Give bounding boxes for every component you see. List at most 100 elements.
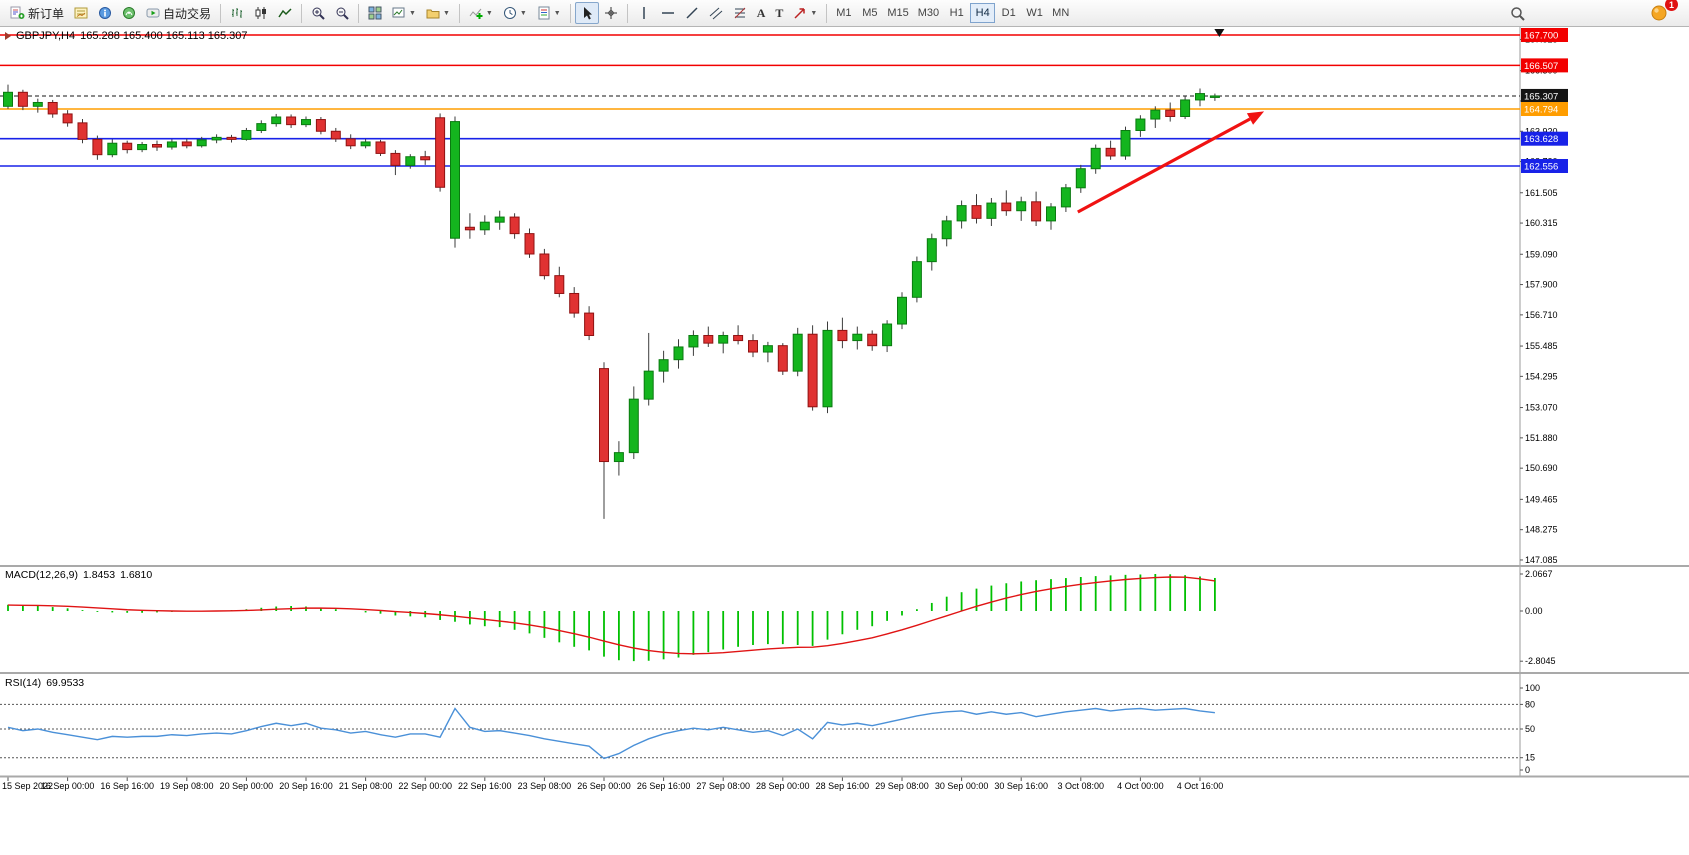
time-axis-label: 29 Sep 08:00 (875, 781, 929, 791)
time-axis-label: 22 Sep 00:00 (398, 781, 452, 791)
navigator-icon (122, 6, 136, 20)
toolbar-separator (626, 3, 628, 23)
data-window-button[interactable] (93, 2, 117, 24)
trendline-tool-button[interactable] (680, 2, 704, 24)
line-chart-icon (278, 6, 292, 20)
tile-windows-button[interactable] (363, 2, 387, 24)
text-label-tool-button[interactable]: T (770, 2, 788, 24)
candle-bullish (1195, 93, 1205, 101)
crosshair-tool-button[interactable] (599, 2, 623, 24)
timeframe-m5-button[interactable]: M5 (857, 3, 882, 23)
timeframe-h4-button[interactable]: H4 (970, 3, 996, 23)
periods-button[interactable]: ▼ (498, 2, 532, 24)
candle-bearish (464, 226, 475, 231)
zoom-out-icon (335, 6, 349, 20)
chart-profiles-button[interactable]: ▼ (421, 2, 455, 24)
notifications-button[interactable]: 1 (1646, 0, 1678, 24)
candle-bearish (807, 333, 818, 408)
indicators-icon (469, 6, 483, 20)
candle-bullish (241, 129, 252, 140)
timeframe-m1-button[interactable]: M1 (831, 3, 856, 23)
cursor-tool-button[interactable] (574, 2, 599, 24)
timeframe-w1-button[interactable]: W1 (1022, 3, 1047, 23)
indicators-button[interactable]: ▼ (464, 2, 498, 24)
fibonacci-tool-button[interactable] (728, 2, 752, 24)
candle-bearish (509, 216, 520, 235)
equidistant-channel-tool-button[interactable] (704, 2, 728, 24)
notification-icon (1651, 5, 1667, 21)
time-axis-label: 16 Sep 00:00 (41, 781, 95, 791)
macd-name: MACD(12,26,9) (5, 569, 78, 581)
search-button[interactable] (1505, 2, 1530, 24)
candlestick-chart-button[interactable] (249, 2, 273, 24)
templates-button[interactable]: ▼ (532, 2, 566, 24)
vertical-line-tool-button[interactable] (632, 2, 656, 24)
time-axis-label: 23 Sep 08:00 (518, 781, 572, 791)
price-badge: 167.700 (1521, 28, 1568, 43)
horizontal-line-tool-button[interactable] (656, 2, 680, 24)
candle-bullish (658, 359, 669, 372)
toolbar-separator (458, 3, 460, 23)
candle-bullish (107, 142, 118, 156)
toolbar-right-group: 1 (1505, 0, 1684, 24)
time-axis-label: 21 Sep 08:00 (339, 781, 393, 791)
text-tool-button[interactable]: A (752, 2, 771, 24)
candle-bearish (122, 142, 133, 151)
price-axis-label: 156.710 (1525, 310, 1558, 320)
candle-bearish (286, 116, 297, 126)
macd-signal-value: 1.6810 (120, 569, 153, 581)
candle-bullish (479, 221, 490, 231)
bars-chart-button[interactable] (225, 2, 249, 24)
price-axis-label: 148.275 (1525, 525, 1558, 535)
templates-icon (537, 6, 551, 20)
candle-bearish (345, 138, 356, 147)
text-tool-icon: A (756, 5, 766, 20)
timeframe-group: M1 M5 M15 M30 H1 H4 D1 W1 MN (831, 3, 1073, 23)
time-axis-label: 15 Sep 2022 (2, 781, 53, 791)
zoom-out-button[interactable] (330, 2, 354, 24)
price-badge: 166.507 (1521, 58, 1568, 73)
candle-bullish (166, 141, 177, 148)
candle-bearish (524, 233, 535, 255)
candle-bullish (211, 136, 222, 141)
candle-bullish (1016, 201, 1027, 212)
candle-bullish (718, 334, 729, 344)
trend-arrow[interactable] (1077, 111, 1265, 214)
timeframe-d1-button[interactable]: D1 (996, 3, 1021, 23)
search-icon (1510, 6, 1525, 21)
candle-bearish (971, 205, 982, 219)
new-chart-button[interactable]: ▼ (387, 2, 421, 24)
candle-bullish (360, 141, 371, 147)
rsi-axis-label: 50 (1525, 724, 1535, 734)
candle-bullish (3, 91, 13, 107)
line-chart-button[interactable] (273, 2, 297, 24)
new-order-button[interactable]: 新订单 (5, 2, 69, 24)
text-label-tool-icon: T (775, 5, 784, 20)
time-axis-label: 30 Sep 00:00 (935, 781, 989, 791)
timeframe-m30-button[interactable]: M30 (914, 3, 943, 23)
candle-bullish (628, 398, 639, 454)
chart-symbol-period: GBPJPY,H4 (16, 30, 76, 42)
new-order-icon (10, 6, 25, 20)
timeframe-mn-button[interactable]: MN (1048, 3, 1073, 23)
timeframe-m15-button[interactable]: M15 (883, 3, 912, 23)
one-click-trading-toggle[interactable] (5, 32, 11, 40)
candle-bullish (32, 101, 43, 107)
chart-shift-marker[interactable] (1214, 29, 1225, 37)
candle-bullish (822, 329, 833, 408)
navigator-button[interactable] (117, 2, 141, 24)
price-axis-label: 161.505 (1525, 188, 1558, 198)
macd-main-value: 1.8453 (82, 569, 116, 581)
zoom-in-button[interactable] (306, 2, 330, 24)
autotrading-button[interactable]: 自动交易 (141, 2, 216, 24)
notification-badge: 1 (1665, 0, 1678, 11)
dropdown-caret: ▼ (519, 9, 527, 17)
market-watch-button[interactable] (69, 2, 93, 24)
timeframe-h1-button[interactable]: H1 (944, 3, 969, 23)
arrows-tool-button[interactable]: ▼ (788, 2, 822, 24)
candle-bearish (375, 141, 386, 154)
new-order-label: 新订单 (28, 6, 65, 21)
dropdown-caret: ▼ (810, 9, 818, 17)
dropdown-caret: ▼ (409, 9, 416, 17)
